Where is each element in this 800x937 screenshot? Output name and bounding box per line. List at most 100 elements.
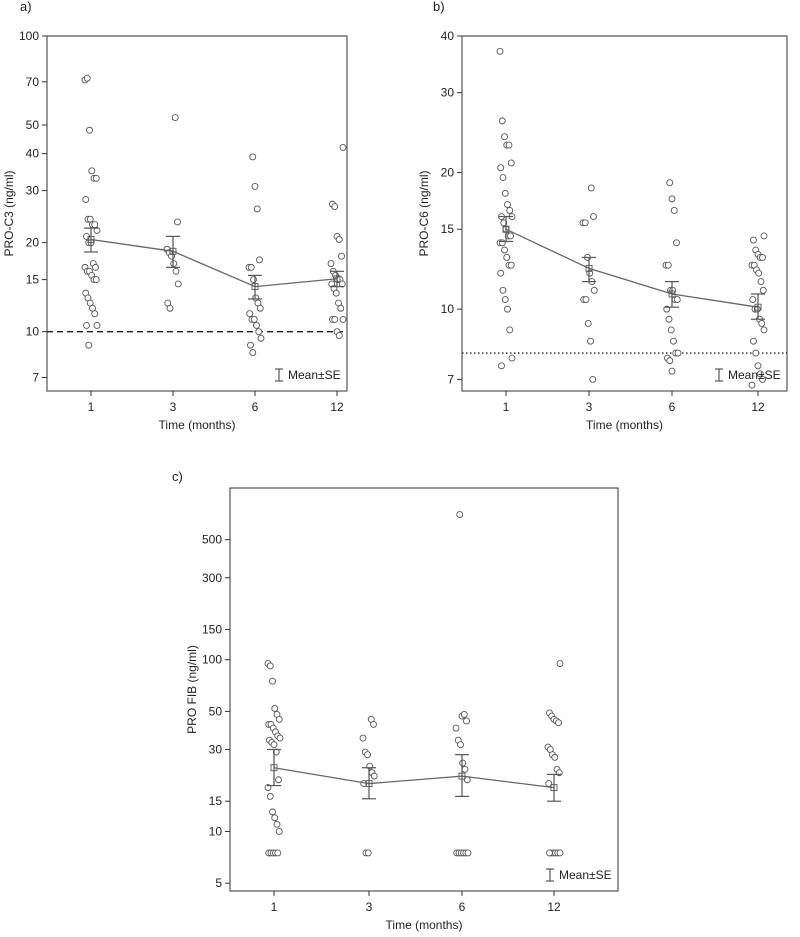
mean-line [90, 238, 338, 288]
data-point [273, 820, 281, 828]
data-point [269, 808, 276, 816]
y-tick-label: 10 [26, 325, 40, 339]
data-point [327, 260, 335, 267]
data-point [504, 201, 511, 209]
plot-frame [46, 35, 348, 392]
data-point [500, 219, 508, 227]
data-point [332, 289, 340, 297]
data-point [501, 296, 509, 303]
y-tick-label: 20 [26, 236, 40, 250]
data-point [92, 263, 99, 271]
data-point [86, 126, 93, 134]
mean-marker [87, 236, 95, 243]
data-point [459, 759, 467, 767]
data-point [331, 203, 339, 210]
legend-label: Mean±SE [728, 368, 781, 382]
data-point [338, 252, 345, 260]
data-point [247, 263, 255, 271]
data-point [668, 195, 676, 203]
data-point [364, 751, 371, 759]
chart-panel-2: 7 10 15 20 30 40 1 3 6 12 Time (months) PRO-C6 (ng/… [417, 0, 788, 432]
data-point [269, 677, 276, 685]
data-point [249, 153, 257, 161]
data-point [759, 286, 767, 294]
data-point [498, 239, 506, 247]
x-tick-label: 6 [669, 400, 676, 414]
data-point [753, 305, 761, 313]
panel-label: c) [172, 469, 183, 484]
data-point [364, 849, 372, 857]
data-point [666, 357, 674, 365]
x-tick-label: 3 [170, 400, 177, 414]
data-point [83, 321, 90, 329]
data-point [498, 362, 505, 370]
data-point [91, 221, 99, 229]
data-point [750, 236, 757, 244]
plot-frame [229, 487, 619, 892]
data-point [456, 511, 464, 519]
data-point [666, 179, 674, 187]
data-point [670, 337, 677, 345]
chart-panel-1: 7 10 15 20 30 40 50 70 100 1 3 6 12 Time (months) PRO-… [2, 0, 348, 432]
x-axis-label: Time (months) [586, 418, 663, 432]
data-point [501, 133, 508, 141]
data-point [331, 315, 339, 323]
data-point [85, 341, 93, 349]
legend: Mean±SE [275, 368, 341, 382]
mean-marker [251, 283, 259, 291]
mean-marker [270, 764, 278, 772]
mean-line [273, 767, 555, 789]
data-point [246, 310, 254, 318]
data-point [496, 47, 504, 55]
data-point [499, 174, 507, 182]
data-point [91, 310, 99, 318]
data-point [556, 849, 564, 857]
data-point [750, 337, 757, 345]
data-point [370, 720, 377, 728]
data-point [270, 741, 278, 749]
data-point [506, 207, 514, 214]
data-point [581, 219, 589, 227]
data-point [463, 717, 470, 725]
data-point [590, 213, 597, 220]
legend-label: Mean±SE [559, 868, 612, 882]
data-point [758, 319, 766, 327]
data-point [166, 304, 174, 312]
x-tick-label: 1 [503, 400, 510, 414]
data-point [757, 278, 765, 286]
data-point [670, 207, 678, 214]
data-point [170, 260, 178, 267]
data-point [669, 286, 677, 294]
y-tick-label: 300 [202, 571, 222, 585]
data-point [339, 315, 347, 323]
data-point [172, 267, 180, 275]
data-point [674, 349, 682, 357]
y-tick-label: 500 [202, 533, 222, 547]
data-point [275, 776, 282, 784]
y-tick-label: 10 [209, 824, 223, 838]
mean-marker [333, 275, 341, 283]
x-axis-label: Time (months) [159, 418, 236, 432]
data-point [505, 141, 513, 149]
data-point [556, 660, 564, 667]
data-point [256, 256, 263, 264]
data-point [507, 261, 515, 269]
data-point [673, 239, 680, 247]
legend: Mean±SE [715, 368, 781, 382]
panel-label: b) [433, 0, 445, 14]
data-point [507, 159, 515, 167]
data-point [760, 232, 768, 240]
data-point [667, 326, 675, 334]
data-point [335, 332, 343, 340]
data-point [503, 253, 511, 261]
data-point [337, 304, 345, 312]
data-point [266, 662, 274, 670]
chart-panel-3: 5 10 15 30 50 100 150 300 500 1 3 6 12 Time (months) P… [172, 469, 619, 932]
y-tick-label: 150 [202, 622, 222, 636]
x-tick-label: 1 [88, 400, 95, 414]
x-tick-label: 1 [271, 900, 278, 914]
data-point [257, 334, 265, 342]
data-point [461, 765, 469, 773]
data-point [457, 741, 464, 749]
x-axis-label: Time (months) [386, 918, 463, 932]
